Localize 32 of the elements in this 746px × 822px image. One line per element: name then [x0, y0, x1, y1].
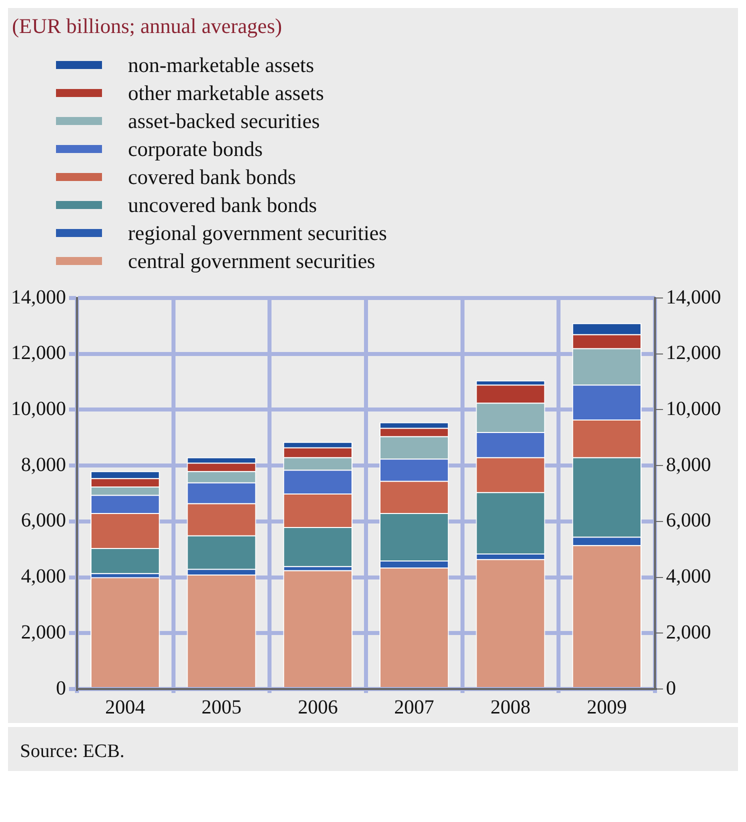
legend-label: asset-backed securities: [128, 108, 320, 134]
y-tick-label: 12,000: [11, 342, 66, 364]
y2-tick-label: 6,000: [666, 510, 711, 532]
x-tick-label: 2006: [298, 696, 338, 718]
y2-tick-label: 0: [666, 677, 676, 700]
y-tick-label: 10,000: [11, 398, 66, 420]
y-tick-label: 14,000: [11, 286, 66, 308]
y-tick-label: 0: [56, 677, 66, 700]
legend-label: corporate bonds: [128, 136, 263, 162]
y2-tick-label: 10,000: [666, 398, 721, 420]
y-tick-label: 2,000: [21, 621, 66, 644]
legend-label: non-marketable assets: [128, 52, 314, 78]
y-tick-label: 6,000: [21, 510, 66, 532]
x-tick-label: 2004: [105, 696, 146, 718]
y2-tick-label: 4,000: [666, 566, 711, 588]
x-tick-label: 2007: [394, 696, 434, 718]
y2-tick-label: 14,000: [666, 286, 721, 308]
y-tick-label: 8,000: [21, 454, 66, 476]
legend-label: other marketable assets: [128, 80, 324, 106]
x-tick-label: 2008: [490, 696, 530, 718]
source-note: Source: ECB.: [8, 723, 738, 771]
chart-title: (EUR billions; annual averages): [11, 13, 284, 39]
y2-tick-label: 8,000: [666, 454, 711, 476]
legend-label: central government securities: [128, 248, 376, 274]
y-tick-label: 4,000: [21, 566, 66, 588]
legend-label: regional government securities: [128, 220, 387, 246]
y2-tick-label: 2,000: [666, 621, 711, 644]
legend-label: covered bank bonds: [128, 164, 296, 190]
legend-label: uncovered bank bonds: [128, 192, 317, 218]
x-tick-label: 2005: [202, 696, 242, 718]
y2-tick-label: 12,000: [666, 342, 721, 364]
x-tick-label: 2009: [586, 696, 627, 718]
